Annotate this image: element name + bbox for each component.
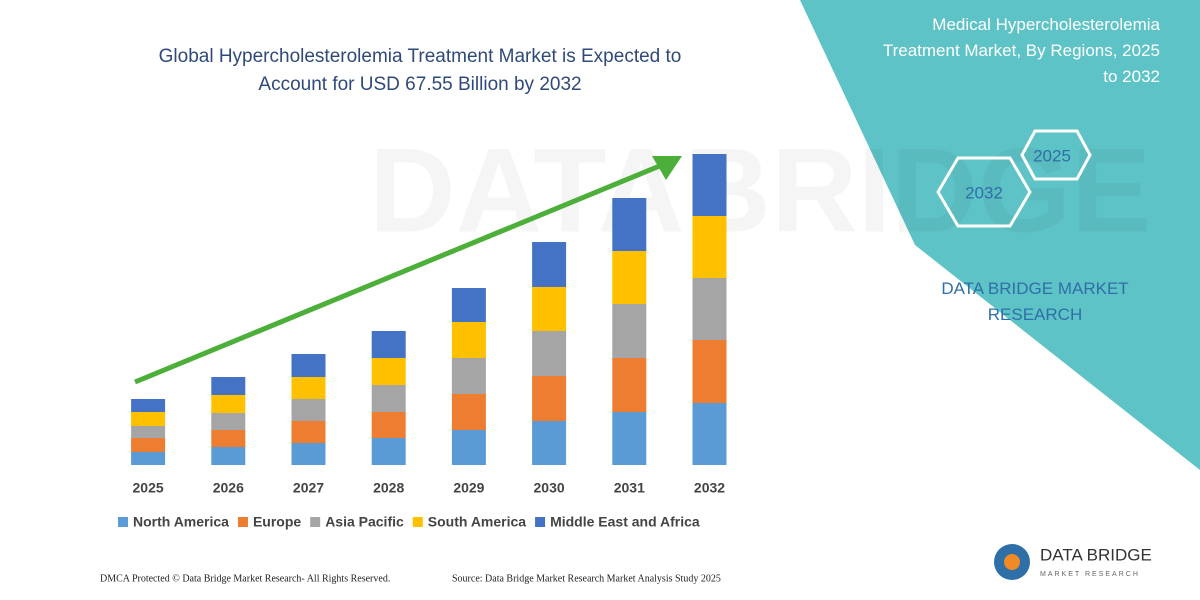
bar-segment	[692, 278, 727, 340]
bar-segment	[532, 242, 567, 287]
bar-segment	[371, 385, 406, 412]
legend-label: South America	[428, 514, 526, 530]
hexagon	[936, 156, 1032, 228]
bar-segment	[692, 340, 727, 403]
bar-segment	[371, 358, 406, 385]
hexagon-label: 2032	[965, 183, 1003, 202]
bar-segment	[291, 421, 326, 443]
chart-title: Global Hypercholesterolemia Treatment Ma…	[159, 46, 682, 95]
legend-label: North America	[133, 514, 229, 530]
legend-swatch	[310, 517, 321, 527]
logo-name: DATA BRIDGE	[1040, 545, 1152, 564]
logo-mark	[1004, 554, 1020, 570]
x-tick-label: 2027	[293, 480, 324, 496]
bar-segment	[612, 304, 647, 358]
bar-segment	[612, 251, 647, 304]
bar-segment	[131, 399, 166, 412]
x-tick-label: 2031	[614, 480, 645, 496]
hexagon-label: 2025	[1033, 146, 1071, 165]
x-tick-label: 2030	[534, 480, 565, 496]
bar-segment	[291, 443, 326, 465]
arrow-head	[652, 156, 682, 180]
legend-label: Europe	[253, 514, 301, 530]
bar-segment	[291, 377, 326, 399]
bar-segment	[532, 376, 567, 421]
legend-swatch	[412, 517, 423, 527]
logo-tagline: MARKET RESEARCH	[1040, 571, 1140, 578]
legend-swatch	[535, 517, 546, 527]
watermark: DATABRIDGE	[369, 124, 1151, 258]
bar-segment	[211, 413, 246, 430]
bar-segment	[371, 331, 406, 358]
footer-left: DMCA Protected © Data Bridge Market Rese…	[100, 573, 390, 584]
bar-segment	[211, 447, 246, 465]
bar-segment	[131, 426, 166, 438]
hexagon	[1020, 129, 1092, 181]
bar-segment	[612, 412, 647, 465]
legend-swatch	[118, 517, 128, 527]
x-tick-label: 2026	[213, 480, 244, 496]
bar-segment	[371, 412, 406, 438]
bar-segment	[451, 394, 486, 430]
bar-segment	[612, 198, 647, 251]
bar-segment	[451, 358, 486, 394]
legend-label: Middle East and Africa	[550, 514, 700, 530]
bar-segment	[131, 412, 166, 426]
bar-segment	[291, 399, 326, 421]
footer-right: Source: Data Bridge Market Research Mark…	[452, 573, 721, 584]
bar-segment	[131, 438, 166, 452]
x-tick-label: 2028	[373, 480, 404, 496]
bar-segment	[532, 331, 567, 376]
x-tick-label: 2029	[453, 480, 484, 496]
bar-segment	[532, 421, 567, 465]
bar-segment	[211, 395, 246, 413]
bar-segment	[291, 354, 326, 377]
bar-segment	[371, 438, 406, 465]
bar-segment	[692, 403, 727, 465]
bar-segment	[131, 452, 166, 465]
legend-label: Asia Pacific	[325, 514, 404, 530]
legend-swatch	[237, 517, 248, 527]
panel-title: Medical Hypercholesterolemia Treatment Ma…	[883, 15, 1161, 86]
x-tick-label: 2025	[133, 480, 164, 496]
bar-segment	[532, 287, 567, 331]
bar-segment	[451, 322, 486, 358]
bar-segment	[612, 358, 647, 412]
trend-arrow	[134, 162, 663, 385]
x-tick-label: 2032	[694, 480, 725, 496]
bar-segment	[692, 154, 727, 216]
bar-segment	[451, 430, 486, 465]
brand-text: DATA BRIDGE MARKET RESEARCH	[941, 279, 1128, 324]
bar-segment	[211, 430, 246, 447]
bar-segment	[692, 216, 727, 278]
side-panel	[800, 0, 1200, 470]
bar-segment	[211, 377, 246, 395]
bar-segment	[451, 288, 486, 322]
